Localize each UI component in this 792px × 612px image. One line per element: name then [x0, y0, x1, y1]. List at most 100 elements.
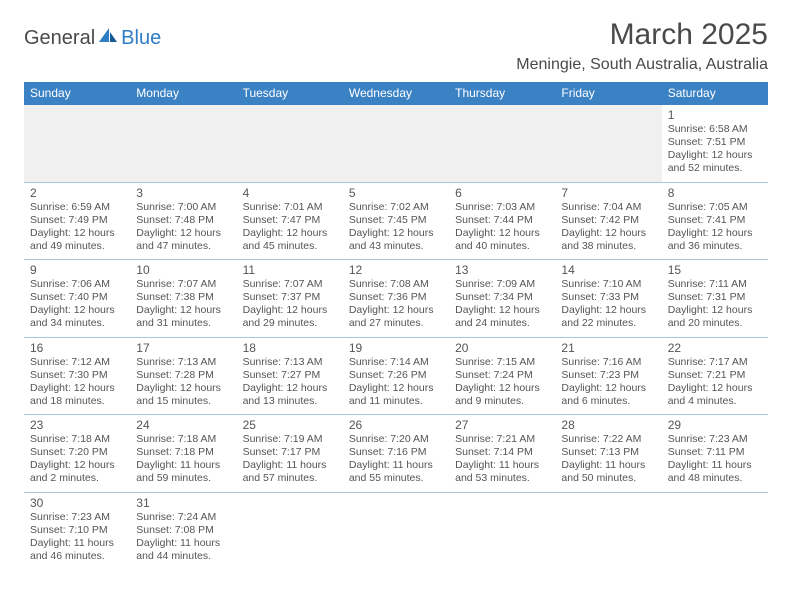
day-info: Sunrise: 7:19 AMSunset: 7:17 PMDaylight:… [243, 433, 337, 486]
day-number: 23 [30, 418, 124, 432]
day-number: 9 [30, 263, 124, 277]
calendar-row: 9Sunrise: 7:06 AMSunset: 7:40 PMDaylight… [24, 260, 768, 338]
day-info: Sunrise: 7:20 AMSunset: 7:16 PMDaylight:… [349, 433, 443, 486]
calendar-cell [130, 105, 236, 183]
day-number: 14 [561, 263, 655, 277]
calendar-cell: 28Sunrise: 7:22 AMSunset: 7:13 PMDayligh… [555, 415, 661, 493]
day-number: 31 [136, 496, 230, 510]
calendar-cell: 18Sunrise: 7:13 AMSunset: 7:27 PMDayligh… [237, 337, 343, 415]
day-number: 19 [349, 341, 443, 355]
calendar-cell: 1Sunrise: 6:58 AMSunset: 7:51 PMDaylight… [662, 105, 768, 183]
day-info: Sunrise: 7:05 AMSunset: 7:41 PMDaylight:… [668, 201, 762, 254]
day-info: Sunrise: 7:03 AMSunset: 7:44 PMDaylight:… [455, 201, 549, 254]
day-info: Sunrise: 7:13 AMSunset: 7:28 PMDaylight:… [136, 356, 230, 409]
calendar-cell: 8Sunrise: 7:05 AMSunset: 7:41 PMDaylight… [662, 182, 768, 260]
calendar-cell: 9Sunrise: 7:06 AMSunset: 7:40 PMDaylight… [24, 260, 130, 338]
calendar-cell: 30Sunrise: 7:23 AMSunset: 7:10 PMDayligh… [24, 492, 130, 569]
calendar-cell: 21Sunrise: 7:16 AMSunset: 7:23 PMDayligh… [555, 337, 661, 415]
calendar-cell [662, 492, 768, 569]
weekday-header: Friday [555, 82, 661, 105]
day-number: 28 [561, 418, 655, 432]
weekday-header: Wednesday [343, 82, 449, 105]
header: General Blue March 2025 Meningie, South … [24, 18, 768, 74]
day-number: 6 [455, 186, 549, 200]
day-info: Sunrise: 7:07 AMSunset: 7:38 PMDaylight:… [136, 278, 230, 331]
weekday-header: Monday [130, 82, 236, 105]
day-info: Sunrise: 7:21 AMSunset: 7:14 PMDaylight:… [455, 433, 549, 486]
calendar-cell [555, 492, 661, 569]
day-number: 18 [243, 341, 337, 355]
day-info: Sunrise: 7:24 AMSunset: 7:08 PMDaylight:… [136, 511, 230, 564]
calendar-cell [449, 492, 555, 569]
day-number: 16 [30, 341, 124, 355]
day-info: Sunrise: 7:22 AMSunset: 7:13 PMDaylight:… [561, 433, 655, 486]
day-number: 20 [455, 341, 549, 355]
day-info: Sunrise: 7:13 AMSunset: 7:27 PMDaylight:… [243, 356, 337, 409]
calendar-cell: 2Sunrise: 6:59 AMSunset: 7:49 PMDaylight… [24, 182, 130, 260]
calendar-cell: 24Sunrise: 7:18 AMSunset: 7:18 PMDayligh… [130, 415, 236, 493]
weekday-header: Tuesday [237, 82, 343, 105]
day-number: 7 [561, 186, 655, 200]
calendar-cell [343, 105, 449, 183]
calendar-cell [237, 105, 343, 183]
day-info: Sunrise: 7:15 AMSunset: 7:24 PMDaylight:… [455, 356, 549, 409]
day-info: Sunrise: 7:07 AMSunset: 7:37 PMDaylight:… [243, 278, 337, 331]
title-block: March 2025 Meningie, South Australia, Au… [516, 18, 768, 74]
calendar-cell: 15Sunrise: 7:11 AMSunset: 7:31 PMDayligh… [662, 260, 768, 338]
weekday-header-row: SundayMondayTuesdayWednesdayThursdayFrid… [24, 82, 768, 105]
day-number: 10 [136, 263, 230, 277]
day-info: Sunrise: 7:01 AMSunset: 7:47 PMDaylight:… [243, 201, 337, 254]
calendar-cell: 29Sunrise: 7:23 AMSunset: 7:11 PMDayligh… [662, 415, 768, 493]
day-info: Sunrise: 7:12 AMSunset: 7:30 PMDaylight:… [30, 356, 124, 409]
day-number: 26 [349, 418, 443, 432]
day-number: 8 [668, 186, 762, 200]
calendar-cell [343, 492, 449, 569]
calendar-row: 1Sunrise: 6:58 AMSunset: 7:51 PMDaylight… [24, 105, 768, 183]
calendar-cell: 27Sunrise: 7:21 AMSunset: 7:14 PMDayligh… [449, 415, 555, 493]
day-number: 21 [561, 341, 655, 355]
calendar-cell: 4Sunrise: 7:01 AMSunset: 7:47 PMDaylight… [237, 182, 343, 260]
day-number: 27 [455, 418, 549, 432]
day-number: 4 [243, 186, 337, 200]
day-info: Sunrise: 7:14 AMSunset: 7:26 PMDaylight:… [349, 356, 443, 409]
day-number: 13 [455, 263, 549, 277]
day-info: Sunrise: 7:09 AMSunset: 7:34 PMDaylight:… [455, 278, 549, 331]
calendar-row: 30Sunrise: 7:23 AMSunset: 7:10 PMDayligh… [24, 492, 768, 569]
calendar-cell: 13Sunrise: 7:09 AMSunset: 7:34 PMDayligh… [449, 260, 555, 338]
calendar-cell: 19Sunrise: 7:14 AMSunset: 7:26 PMDayligh… [343, 337, 449, 415]
day-number: 29 [668, 418, 762, 432]
calendar-table: SundayMondayTuesdayWednesdayThursdayFrid… [24, 82, 768, 569]
weekday-header: Sunday [24, 82, 130, 105]
day-info: Sunrise: 6:59 AMSunset: 7:49 PMDaylight:… [30, 201, 124, 254]
calendar-cell: 10Sunrise: 7:07 AMSunset: 7:38 PMDayligh… [130, 260, 236, 338]
day-info: Sunrise: 6:58 AMSunset: 7:51 PMDaylight:… [668, 123, 762, 176]
day-number: 30 [30, 496, 124, 510]
calendar-row: 16Sunrise: 7:12 AMSunset: 7:30 PMDayligh… [24, 337, 768, 415]
calendar-cell: 31Sunrise: 7:24 AMSunset: 7:08 PMDayligh… [130, 492, 236, 569]
calendar-cell: 5Sunrise: 7:02 AMSunset: 7:45 PMDaylight… [343, 182, 449, 260]
calendar-cell [237, 492, 343, 569]
calendar-cell: 3Sunrise: 7:00 AMSunset: 7:48 PMDaylight… [130, 182, 236, 260]
calendar-cell [555, 105, 661, 183]
day-number: 17 [136, 341, 230, 355]
calendar-cell: 14Sunrise: 7:10 AMSunset: 7:33 PMDayligh… [555, 260, 661, 338]
calendar-cell: 6Sunrise: 7:03 AMSunset: 7:44 PMDaylight… [449, 182, 555, 260]
sail-icon [97, 26, 119, 50]
day-number: 22 [668, 341, 762, 355]
calendar-cell: 26Sunrise: 7:20 AMSunset: 7:16 PMDayligh… [343, 415, 449, 493]
calendar-cell: 25Sunrise: 7:19 AMSunset: 7:17 PMDayligh… [237, 415, 343, 493]
day-number: 12 [349, 263, 443, 277]
brand-part1: General [24, 27, 95, 50]
day-info: Sunrise: 7:16 AMSunset: 7:23 PMDaylight:… [561, 356, 655, 409]
day-info: Sunrise: 7:17 AMSunset: 7:21 PMDaylight:… [668, 356, 762, 409]
weekday-header: Thursday [449, 82, 555, 105]
day-info: Sunrise: 7:23 AMSunset: 7:11 PMDaylight:… [668, 433, 762, 486]
day-number: 2 [30, 186, 124, 200]
calendar-cell: 12Sunrise: 7:08 AMSunset: 7:36 PMDayligh… [343, 260, 449, 338]
day-info: Sunrise: 7:23 AMSunset: 7:10 PMDaylight:… [30, 511, 124, 564]
calendar-cell: 17Sunrise: 7:13 AMSunset: 7:28 PMDayligh… [130, 337, 236, 415]
day-info: Sunrise: 7:02 AMSunset: 7:45 PMDaylight:… [349, 201, 443, 254]
day-number: 24 [136, 418, 230, 432]
calendar-cell: 7Sunrise: 7:04 AMSunset: 7:42 PMDaylight… [555, 182, 661, 260]
day-info: Sunrise: 7:08 AMSunset: 7:36 PMDaylight:… [349, 278, 443, 331]
